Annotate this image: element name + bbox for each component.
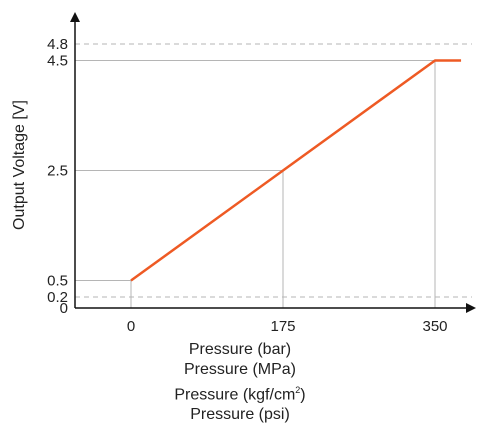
y-axis-label: Output Voltage [V]: [11, 100, 28, 230]
x-axis-arrow: [466, 303, 476, 313]
y-tick-labels: 00.20.5 2.5 4.54.8: [47, 36, 68, 317]
y-tick-label: 2.5: [47, 163, 68, 180]
output-voltage-line: [130, 59, 462, 282]
x-axis-labels: Pressure (bar) Pressure (MPa) Pressure (…: [0, 340, 480, 425]
axes: [70, 12, 476, 313]
y-tick-label: 0: [60, 300, 68, 317]
x-tick-label: 175: [270, 318, 295, 335]
y-tick-label: 4.5: [47, 53, 68, 70]
y-tick-label: 0.5: [47, 273, 68, 290]
y-tick-label: 4.8: [47, 36, 68, 53]
x-tick-labels: 0 175 350: [127, 318, 448, 335]
x-axis-label-mpa: Pressure (MPa): [183, 361, 297, 378]
x-axis-label-psi: Pressure (psi): [190, 406, 290, 424]
series: [130, 59, 462, 282]
x-tick-label: 0: [127, 318, 135, 335]
y-tick-label: 0.2: [47, 289, 68, 306]
y-axis-arrow: [70, 12, 80, 22]
x-tick-label: 350: [422, 318, 447, 335]
x-axis-label-bar: Pressure (bar): [188, 341, 292, 358]
guide-lines: [75, 43, 472, 308]
x-axis-label-kgf: Pressure (kgf/cm2): [174, 385, 306, 404]
